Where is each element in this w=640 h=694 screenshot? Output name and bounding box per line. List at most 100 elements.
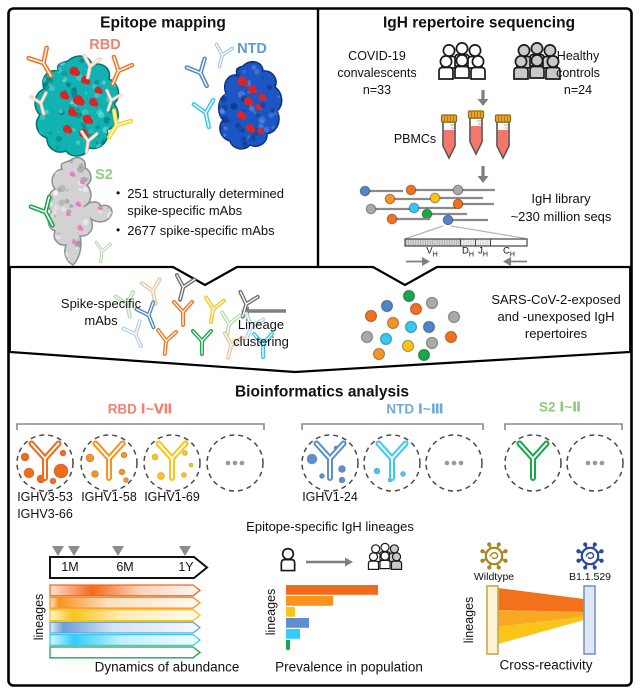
repertoire-dot <box>364 309 378 323</box>
antibody-icon <box>80 129 99 154</box>
group-bracket <box>301 423 484 430</box>
prevalence-bar <box>286 607 295 617</box>
antibody-icon <box>214 42 235 69</box>
prevalence-bar <box>286 640 290 650</box>
rbd-label: RBD <box>89 37 121 54</box>
antibody-icon <box>204 295 226 324</box>
ellipsis-icon <box>451 460 457 466</box>
antibody-icon <box>172 300 194 327</box>
rbd-group-heading: RBD Ⅰ~Ⅶ <box>107 401 173 417</box>
antibody-icon <box>134 300 156 330</box>
gene-label-ighv3-53: IGHV3-53 <box>17 490 73 505</box>
antibody-icon <box>155 440 189 481</box>
segment-label-jh: JH <box>478 245 488 259</box>
s2-group-heading: S2 Ⅰ~Ⅱ <box>538 399 582 415</box>
epitope-lineages-label: Epitope-specific IgH lineages <box>246 518 414 534</box>
cross-reactivity-ribbon <box>498 588 584 612</box>
antibody-icon <box>29 91 48 116</box>
repertoire-dot <box>444 330 458 344</box>
ntd-label: NTD <box>237 41 267 58</box>
abundance-lineage-bar <box>49 646 202 659</box>
bullet-text: 251 structurally determined spike-specif… <box>127 186 285 218</box>
test-tube-icon <box>494 114 512 160</box>
antibody-icon <box>375 440 409 481</box>
test-tube-icon <box>467 110 485 156</box>
gene-label-ighv3-66: IGHV3-66 <box>17 507 73 522</box>
timepoint-marker-icon <box>179 546 191 556</box>
lineage-circle <box>566 434 624 492</box>
repertoire-dot <box>422 320 436 334</box>
antibody-icon <box>105 88 123 112</box>
covid-group-label: COVID-19 <box>348 49 406 64</box>
sequence-read <box>452 184 495 196</box>
pbmcs-label: PBMCs <box>393 132 437 147</box>
lineage-circle <box>143 434 201 492</box>
test-tube-icon <box>440 114 458 160</box>
s2-label: S2 <box>95 167 113 184</box>
timeline-box <box>49 556 209 579</box>
segment-label-ch: CH <box>503 245 515 259</box>
bullet-dot: • <box>116 222 121 237</box>
timepoint-marker-icon <box>52 546 64 556</box>
repertoire-dot <box>386 316 400 330</box>
healthy-group-count: n=24 <box>563 83 593 98</box>
antibody-icon <box>191 97 216 130</box>
lineage-circle <box>301 434 359 492</box>
variant-virus-icon <box>576 542 604 570</box>
prevalence-bar <box>286 585 378 595</box>
lineage-circle <box>80 434 138 492</box>
segment-label-dh: DH <box>462 245 474 259</box>
repertoire-dot <box>447 310 461 324</box>
sequence-read <box>429 192 483 204</box>
antibody-icon <box>313 440 347 481</box>
bullet-dot: • <box>116 186 121 200</box>
sequence-read <box>405 184 456 196</box>
healthy-group-label: Healthy <box>556 49 600 64</box>
sequence-read <box>386 213 430 225</box>
ellipsis-icon <box>585 460 591 466</box>
prevalence-caption: Prevalence in population <box>275 659 423 675</box>
bioinfo-panel-title: Bioinformatics analysis <box>234 383 410 401</box>
lineage-clustering-label: Lineage <box>237 316 285 332</box>
covid-group-label: convalescents <box>337 66 417 81</box>
timeline-tick-6m: 6M <box>116 560 134 575</box>
gene-label-ighv1-58: IGHV1-58 <box>81 490 137 505</box>
spike-mabs-label: Spike-specific <box>60 295 142 311</box>
dynamics-caption: Dynamics of abundance <box>94 659 240 675</box>
antibody-icon <box>238 289 260 319</box>
sequence-read <box>384 193 432 205</box>
gene-label-ighv1-69: IGHV1-69 <box>144 490 200 505</box>
antibody-icon <box>106 108 134 140</box>
segment-label-vh: VH <box>426 245 438 259</box>
single-person-icon <box>280 547 296 572</box>
population-people-group-icon <box>367 542 403 570</box>
bullet-text: 2677 spike-specific mAbs <box>127 222 275 238</box>
repertoire-dot <box>360 330 374 344</box>
down-arrow-icon <box>477 166 489 183</box>
sequence-read <box>365 203 411 215</box>
ch-primer-arrow-icon <box>503 257 527 266</box>
covid-people-group-icon <box>438 42 486 80</box>
cross-ylabel: lineages <box>462 596 477 644</box>
bullet-item: • 2677 spike-specific mAbs <box>116 223 308 240</box>
ellipsis-icon <box>599 460 605 466</box>
antibody-icon <box>156 328 179 356</box>
antibody-icon <box>82 53 102 80</box>
bullet-item: • 251 structurally determined spike-speci… <box>116 186 308 220</box>
wildtype-label: Wildtype <box>473 571 515 584</box>
group-bracket <box>504 423 623 430</box>
vdjc-segment-bar <box>404 225 528 247</box>
seq-panel-title: IgH repertoire sequencing <box>382 14 576 32</box>
cross-reactivity-ribbon <box>498 616 584 644</box>
dynamics-ylabel: lineages <box>32 593 47 641</box>
healthy-group-label: controls <box>556 66 600 81</box>
abundance-lineage-bar <box>49 633 202 647</box>
antibody-icon <box>174 273 197 302</box>
down-arrow-icon <box>477 90 489 106</box>
ellipsis-icon <box>239 460 245 466</box>
vh-primer-arrow-icon <box>406 257 430 266</box>
repertoire-label: SARS-CoV-2-exposed <box>491 291 621 307</box>
variant-lineage-bar <box>583 585 596 655</box>
lineage-circle <box>363 434 421 492</box>
